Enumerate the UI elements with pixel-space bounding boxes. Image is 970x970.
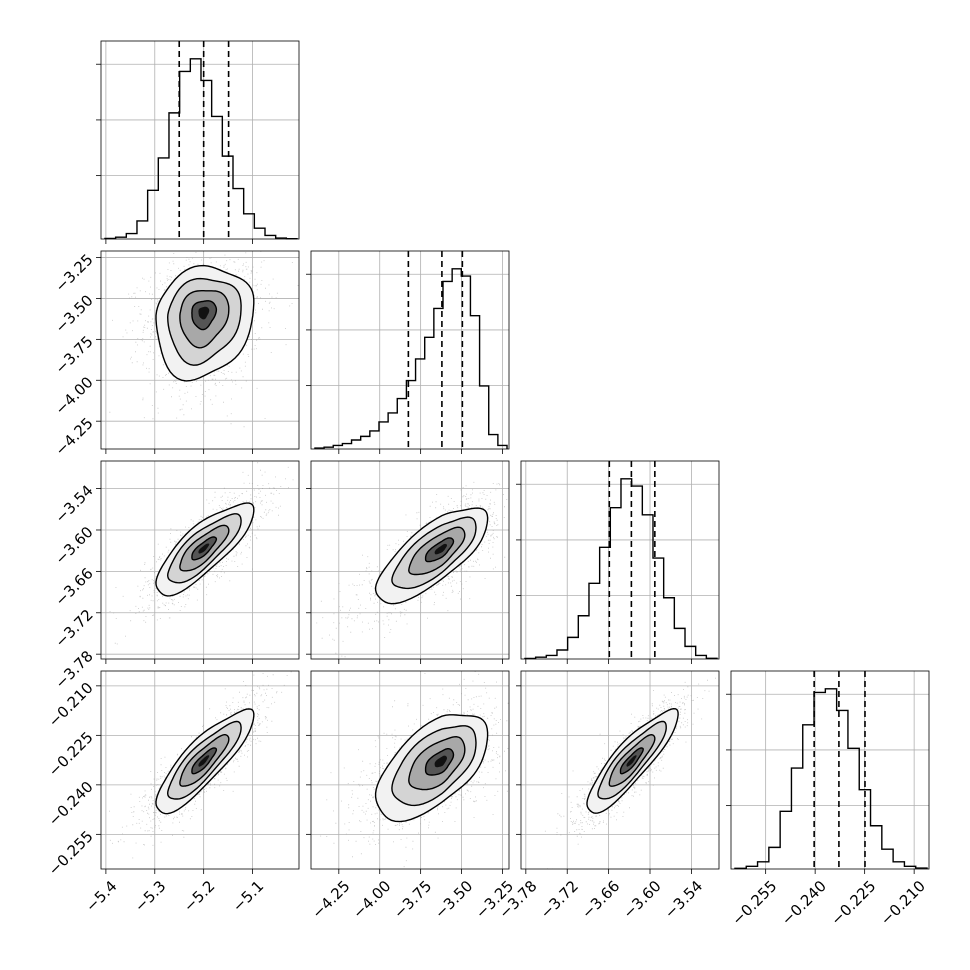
panel-frame: [310, 250, 510, 450]
density-peak: [198, 543, 210, 554]
panel-frame: [100, 40, 300, 240]
y-tick-label: −3.75: [51, 332, 96, 377]
y-tick-label: −0.240: [45, 778, 97, 830]
hist-panel-1: [306, 250, 510, 454]
panel-frame: [100, 670, 300, 870]
contour-line: [608, 733, 656, 787]
density-peak: [198, 755, 210, 767]
histogram-step-2: [524, 478, 718, 660]
density-peak: [434, 543, 447, 555]
contour-line: [586, 707, 679, 814]
y-tick-label: −4.25: [51, 414, 96, 459]
y-tick-label: −4.00: [51, 373, 96, 418]
density-peak: [198, 306, 210, 320]
scatter-panel-3-0: [96, 670, 300, 874]
panel-frame: [520, 460, 720, 660]
contour-line: [374, 507, 489, 605]
panel-frame: [310, 670, 510, 870]
y-tick-label: −3.72: [51, 606, 96, 651]
contour-line: [179, 290, 230, 349]
scatter-panel-2-1: [306, 460, 510, 664]
panel-frame: [730, 670, 930, 870]
contour-line: [166, 720, 242, 800]
contour-line: [424, 748, 455, 776]
x-tick-label: −0.240: [778, 877, 830, 929]
hist-panel-0: [96, 40, 300, 244]
x-tick-label: −3.50: [431, 877, 476, 922]
x-tick-label: −0.225: [827, 877, 879, 929]
histogram-step-0: [104, 58, 298, 240]
contour-line: [155, 264, 255, 382]
x-tick-label: −3.60: [620, 877, 665, 922]
x-tick-label: −3.54: [661, 877, 706, 922]
x-tick-label: −0.255: [728, 877, 780, 929]
contour-line: [597, 720, 667, 800]
contour-line: [391, 725, 477, 807]
hist-panel-3: [726, 670, 930, 874]
density-peak: [434, 755, 447, 768]
scatter-panel-3-2: [516, 670, 720, 874]
panel-frame: [520, 670, 720, 870]
contour-line: [191, 300, 218, 331]
x-tick-label: −5.4: [82, 877, 120, 915]
x-tick-label: −5.3: [131, 877, 169, 915]
contour-line: [374, 714, 489, 823]
y-tick-label: −0.255: [45, 827, 97, 879]
panel-frame: [100, 460, 300, 660]
contour-line: [408, 735, 466, 791]
contour-line: [191, 747, 218, 775]
density-peak: [626, 755, 637, 767]
y-tick-label: −0.210: [45, 679, 97, 731]
x-tick-label: −3.66: [578, 877, 623, 922]
contour-line: [391, 516, 477, 590]
x-tick-label: −5.2: [180, 877, 218, 915]
contour-line: [179, 734, 230, 787]
contour-line: [166, 277, 242, 366]
contour-line: [155, 708, 255, 815]
x-tick-label: −3.75: [390, 877, 435, 922]
contour-line: [424, 537, 455, 563]
scatter-panel-3-1: [306, 670, 510, 874]
contour-line: [619, 747, 644, 775]
y-tick-label: −0.225: [45, 728, 97, 780]
x-tick-label: −4.00: [349, 877, 394, 922]
x-tick-label: −5.1: [229, 877, 267, 915]
y-tick-label: −3.25: [51, 250, 96, 295]
histogram-step-1: [314, 268, 508, 449]
y-tick-label: −3.54: [51, 482, 96, 527]
x-tick-label: −3.72: [537, 877, 582, 922]
hist-panel-2: [516, 460, 720, 664]
x-tick-label: −0.210: [877, 877, 929, 929]
y-tick-label: −3.50: [51, 291, 96, 336]
scatter-panel-1-0: [96, 250, 300, 454]
contour-line: [155, 502, 255, 597]
y-tick-label: −3.60: [51, 523, 96, 568]
contour-line: [408, 526, 466, 576]
contour-line: [179, 524, 230, 572]
y-tick-label: −3.66: [51, 564, 96, 609]
panel-frame: [310, 460, 510, 660]
panel-frame: [100, 250, 300, 450]
histogram-step-3: [734, 688, 928, 869]
x-tick-label: −4.25: [308, 877, 353, 922]
contour-line: [191, 536, 218, 561]
contour-line: [166, 513, 242, 584]
scatter-panel-2-0: [96, 460, 300, 664]
